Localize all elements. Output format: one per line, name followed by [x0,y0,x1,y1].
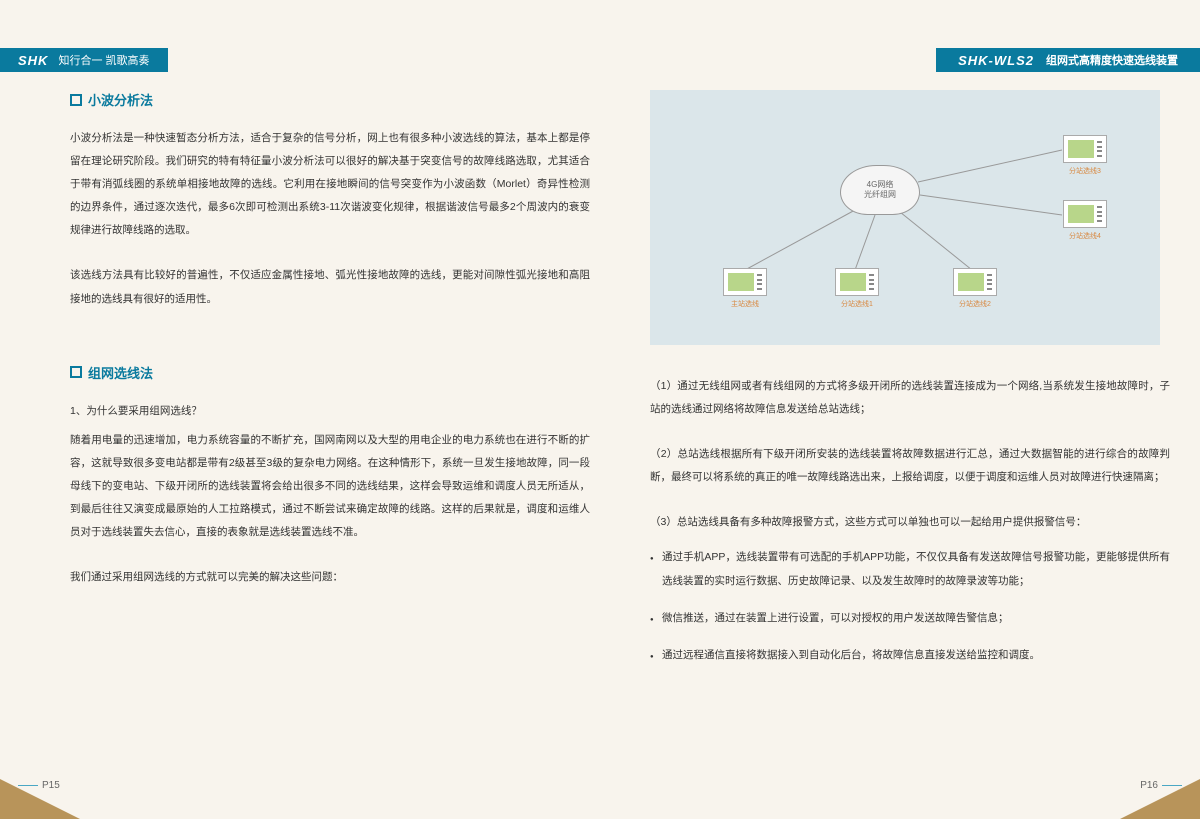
section1-title: 小波分析法 [70,90,590,109]
device-label: 分站选线3 [1060,166,1110,176]
device-label: 分站选线2 [950,299,1000,309]
bullet-list: 通过手机APP，选线装置带有可选配的手机APP功能，不仅仅具备有发送故障信号报警… [650,546,1170,666]
brand-logo: SHK [18,53,48,68]
device-node: 分站选线1 [832,268,882,309]
bullet-item: 微信推送，通过在装置上进行设置，可以对授权的用户发送故障告警信息； [650,607,1170,630]
right-page: 4G网络 光纤组网 主站选线 分站选线1 分站选线2 分站选线3 分站选线4 （1）通过… [650,90,1170,687]
page-number-right: P16 [1140,780,1158,791]
page-number-left: P15 [42,780,60,791]
device-node: 主站选线 [720,268,770,309]
header-right: SHK-WLS2 组网式高精度快速选线装置 [936,48,1200,72]
device-node: 分站选线3 [1060,135,1110,176]
bullet-item: 通过手机APP，选线装置带有可选配的手机APP功能，不仅仅具备有发送故障信号报警… [650,546,1170,592]
device-node: 分站选线2 [950,268,1000,309]
network-diagram: 4G网络 光纤组网 主站选线 分站选线1 分站选线2 分站选线3 分站选线4 [650,90,1160,345]
right-para2: （2）总站选线根据所有下级开闭所安装的选线装置将故障数据进行汇总，通过大数据智能… [650,443,1170,489]
brand-slogan: 知行合一 凯歌高奏 [58,52,149,68]
header-bar: SHK 知行合一 凯歌高奏 SHK-WLS2 组网式高精度快速选线装置 [0,48,1200,72]
footer-line-right [1162,785,1182,786]
right-para1: （1）通过无线组网或者有线组网的方式将多级开闭所的选线装置连接成为一个网络,当系… [650,375,1170,421]
section2-question: 1、为什么要采用组网选线？ [70,400,590,423]
section2-para2: 我们通过采用组网选线的方式就可以完美的解决这些问题： [70,566,590,589]
device-icon [953,268,997,296]
bullet-item: 通过远程通信直接将数据接入到自动化后台，将故障信息直接发送给监控和调度。 [650,644,1170,667]
section2-title: 组网选线法 [70,363,590,382]
header-left: SHK 知行合一 凯歌高奏 [0,48,168,72]
device-icon [1063,200,1107,228]
device-label: 分站选线1 [832,299,882,309]
corner-decoration-left [0,779,80,819]
product-model: SHK-WLS2 [958,53,1034,68]
corner-decoration-right [1120,779,1200,819]
device-icon [1063,135,1107,163]
product-name: 组网式高精度快速选线装置 [1046,52,1178,68]
device-icon [723,268,767,296]
device-label: 分站选线4 [1060,231,1110,241]
device-node: 分站选线4 [1060,200,1110,241]
device-icon [835,268,879,296]
right-para3: （3）总站选线具备有多种故障报警方式，这些方式可以单独也可以一起给用户提供报警信… [650,511,1170,534]
footer-line-left [18,785,38,786]
section1-para1: 小波分析法是一种快速暂态分析方法，适合于复杂的信号分析，网上也有很多种小波选线的… [70,127,590,242]
cloud-node: 4G网络 光纤组网 [840,165,920,215]
section1-para2: 该选线方法具有比较好的普遍性，不仅适应金属性接地、弧光性接地故障的选线，更能对间… [70,264,590,310]
device-label: 主站选线 [720,299,770,309]
section2-para1: 随着用电量的迅速增加，电力系统容量的不断扩充，国网南网以及大型的用电企业的电力系… [70,429,590,544]
left-page: 小波分析法 小波分析法是一种快速暂态分析方法，适合于复杂的信号分析，网上也有很多… [70,90,590,611]
